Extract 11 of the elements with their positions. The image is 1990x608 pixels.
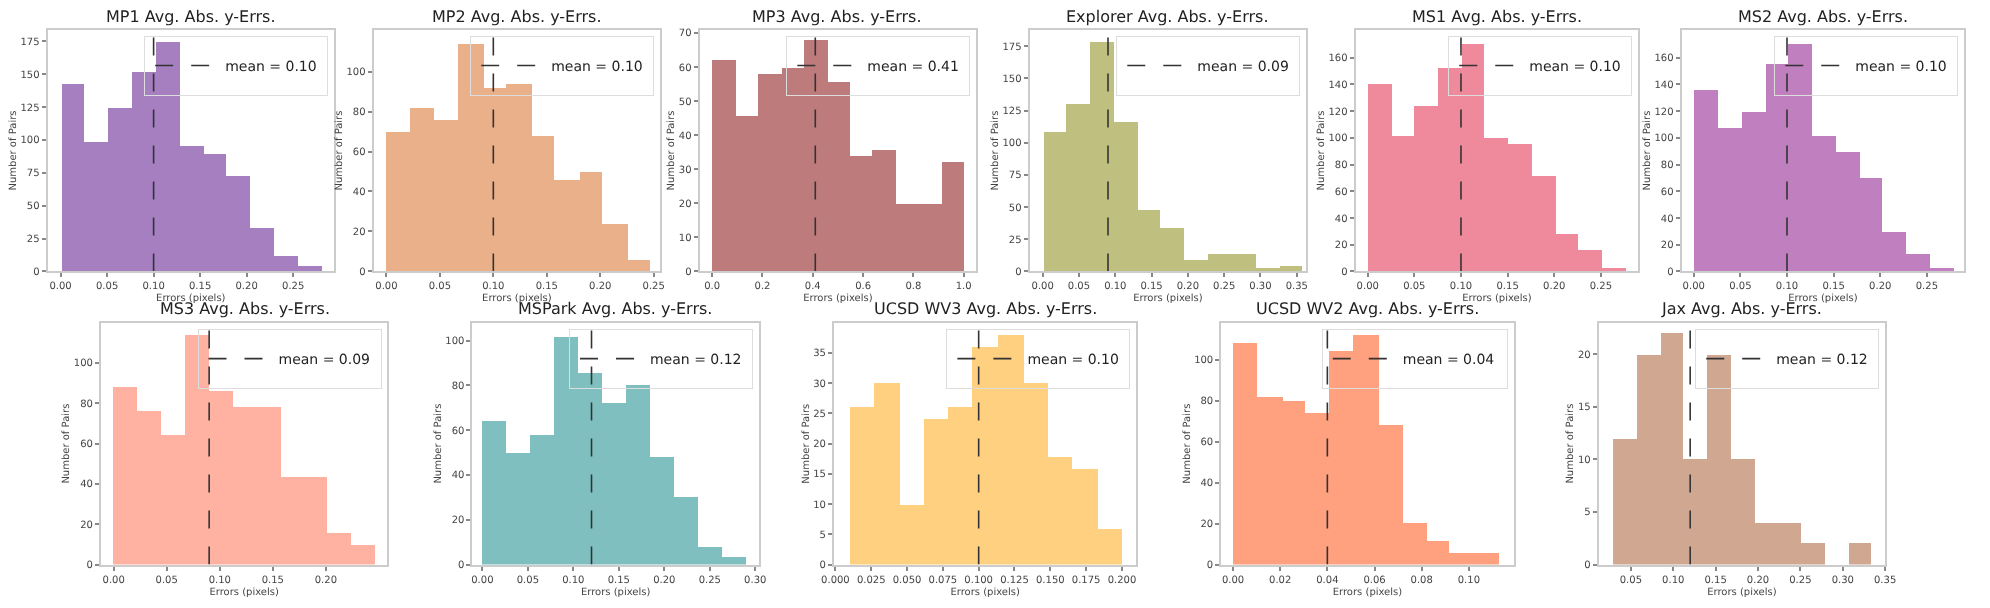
- chart-title: Explorer Avg. Abs. y-Errs.: [1066, 8, 1269, 26]
- chart-title: MS3 Avg. Abs. y-Errs.: [160, 300, 331, 318]
- chart-title: UCSD WV2 Avg. Abs. y-Errs.: [1256, 300, 1480, 318]
- chart-title: MP2 Avg. Abs. y-Errs.: [432, 8, 602, 26]
- chart-title: UCSD WV3 Avg. Abs. y-Errs.: [874, 300, 1098, 318]
- chart-title: MSPark Avg. Abs. y-Errs.: [518, 300, 713, 318]
- chart-title: Jax Avg. Abs. y-Errs.: [1660, 300, 1822, 318]
- chart-title: MS2 Avg. Abs. y-Errs.: [1738, 8, 1909, 26]
- chart-title: MP1 Avg. Abs. y-Errs.: [106, 8, 276, 26]
- chart-title: MP3 Avg. Abs. y-Errs.: [752, 8, 922, 26]
- chart-title: MS1 Avg. Abs. y-Errs.: [1412, 8, 1583, 26]
